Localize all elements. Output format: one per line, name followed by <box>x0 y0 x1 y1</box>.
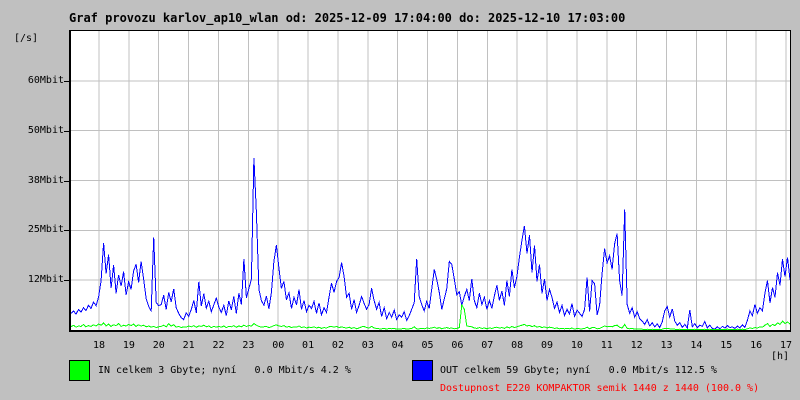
x-axis-tick-label: 09 <box>541 340 554 351</box>
y-axis-unit-label: [/s] <box>14 33 39 44</box>
x-axis-tick-label: 10 <box>570 340 583 351</box>
x-axis-tick-label: 03 <box>361 340 374 351</box>
x-axis-unit-label: [h] <box>771 351 790 362</box>
x-axis-tick-label: 05 <box>421 340 434 351</box>
page-title: Graf provozu karlov_ap10_wlan od: 2025-1… <box>69 11 626 25</box>
legend-in-swatch <box>69 360 90 381</box>
y-axis-tick-label: 25Mbit <box>27 224 64 236</box>
x-axis-tick-label: 02 <box>331 340 344 351</box>
y-axis-tick-mark <box>64 280 71 281</box>
x-axis-tick-label: 06 <box>451 340 464 351</box>
x-axis-tick-label: 22 <box>212 340 225 351</box>
x-axis-tick-label: 18 <box>92 340 106 351</box>
x-axis-tick-label: 11 <box>600 340 613 351</box>
y-axis-tick-label: 38Mbit <box>27 174 64 186</box>
availability-status-text: Dostupnost E220 KOMPAKTOR semik 1440 z 1… <box>440 383 760 394</box>
x-axis-tick-label: 12 <box>630 340 643 351</box>
y-axis-tick-mark <box>64 230 71 231</box>
x-axis-tick-label: 08 <box>511 340 524 351</box>
x-axis-tick-label: 20 <box>152 340 165 351</box>
legend-out-label: OUT celkem 59 Gbyte; nyní 0.0 Mbit/s 112… <box>440 365 717 376</box>
y-axis-tick-label: 12Mbit <box>27 274 64 286</box>
x-axis-tick-label: 21 <box>182 340 195 351</box>
x-axis-tick-label: 19 <box>122 340 135 351</box>
legend-in-label: IN celkem 3 Gbyte; nyní 0.0 Mbit/s 4.2 % <box>98 365 351 376</box>
in-series-line <box>71 303 790 330</box>
x-axis-tick-label: 13 <box>660 340 673 351</box>
x-axis-tick-label: 15 <box>720 340 733 351</box>
x-axis-tick-label: 17 <box>779 340 793 351</box>
x-axis-tick-label: 04 <box>391 340 404 351</box>
x-axis-tick-label: 23 <box>242 340 255 351</box>
x-axis-tick-label: 07 <box>481 340 494 351</box>
legend-out-swatch <box>412 360 433 381</box>
x-axis-tick-label: 14 <box>690 340 703 351</box>
y-axis-tick-mark <box>64 131 71 132</box>
y-axis-tick-label: 50Mbit <box>27 124 64 136</box>
y-axis-tick-mark <box>64 81 71 82</box>
y-axis-tick-mark <box>64 181 71 182</box>
x-axis-tick-label: 00 <box>272 340 285 351</box>
y-axis-tick-label: 60Mbit <box>27 74 64 86</box>
x-axis-tick-label: 01 <box>302 340 315 351</box>
plot-area <box>69 30 791 332</box>
out-series-line <box>71 157 790 330</box>
traffic-chart <box>71 31 790 330</box>
x-axis-tick-label: 16 <box>750 340 763 351</box>
